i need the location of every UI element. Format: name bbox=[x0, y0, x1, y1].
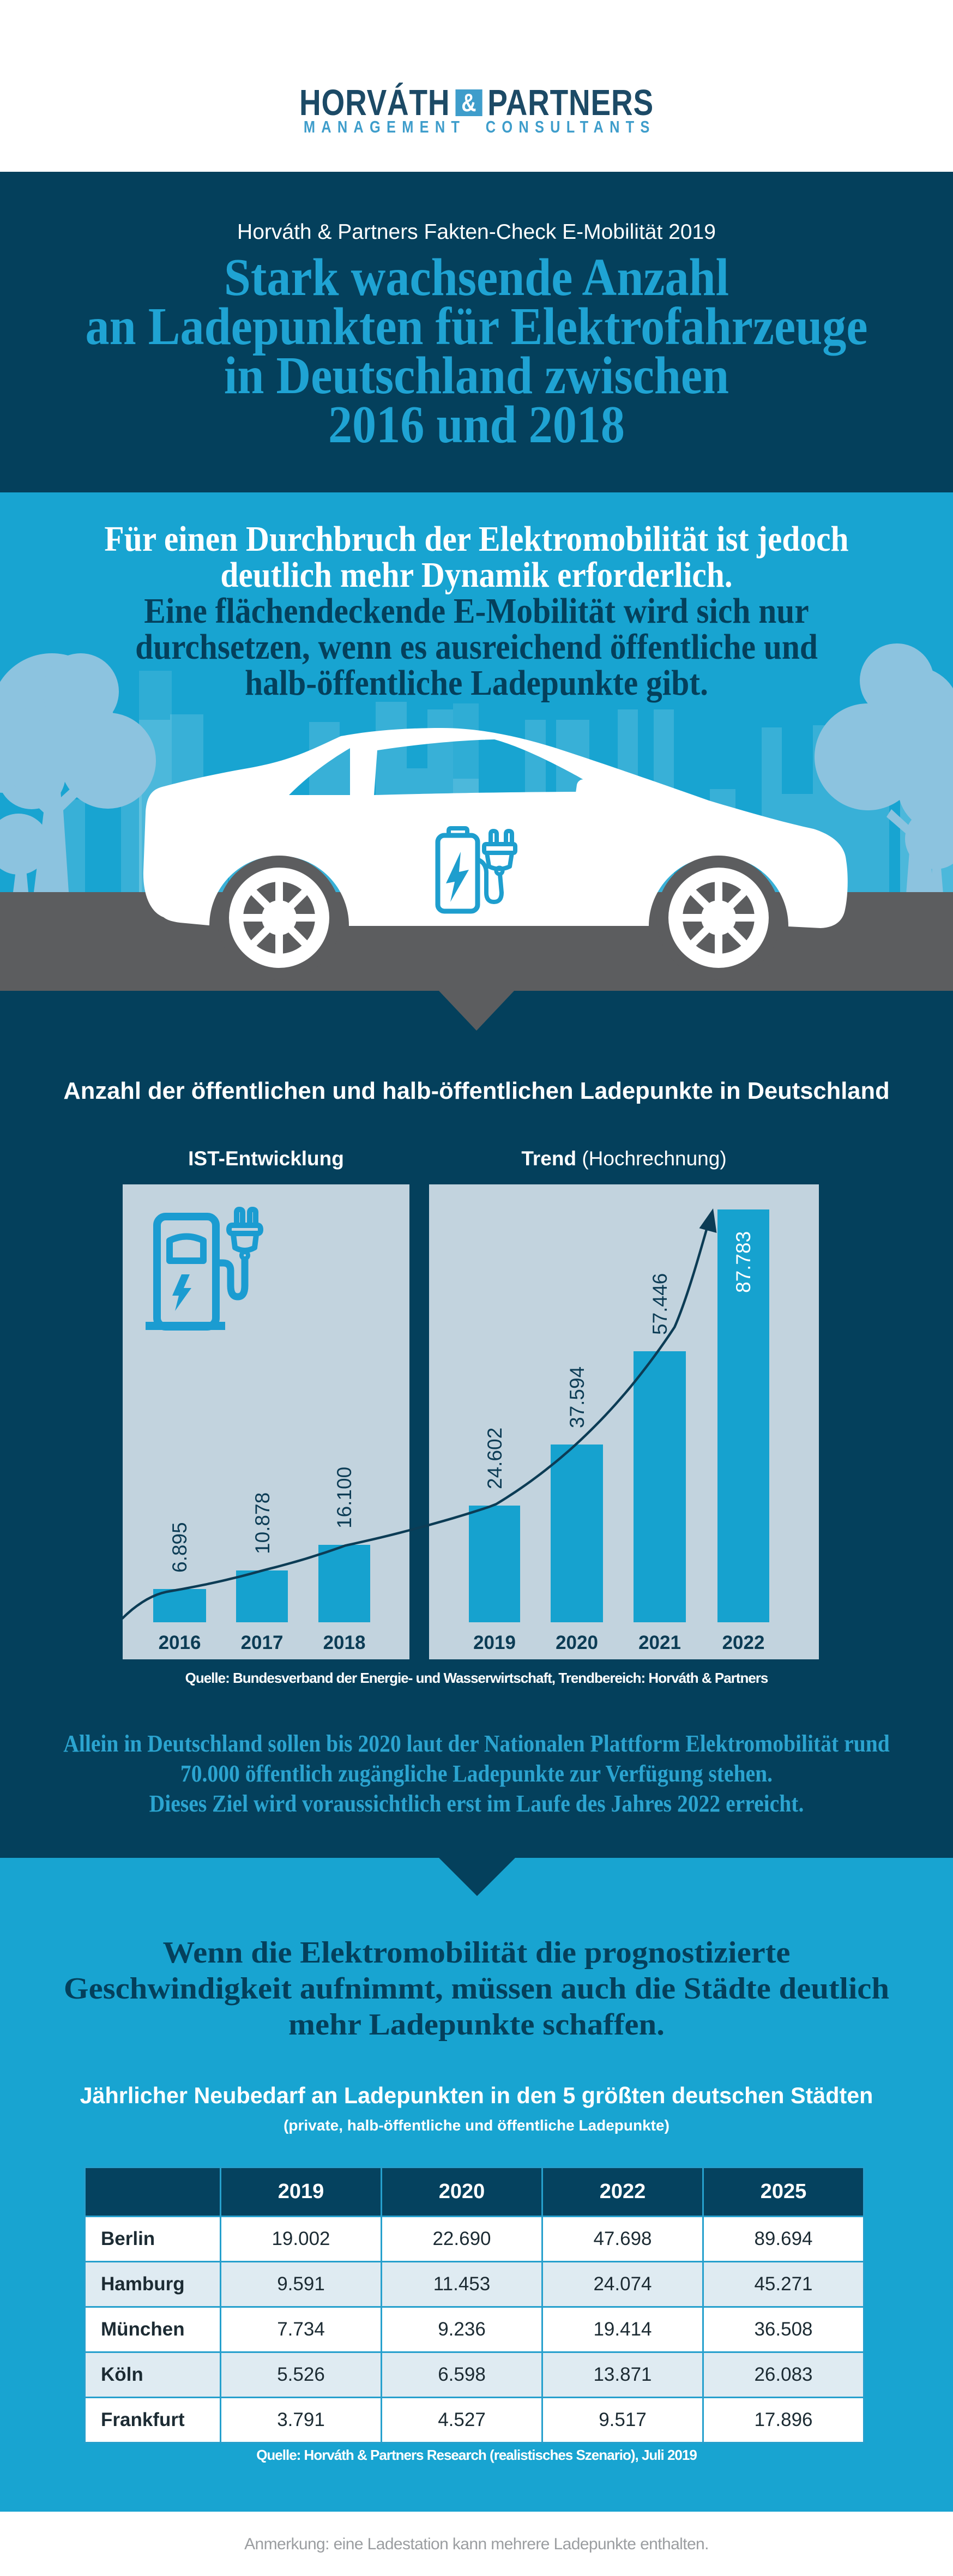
svg-text:2016: 2016 bbox=[159, 1632, 201, 1653]
svg-text:2022: 2022 bbox=[722, 1632, 765, 1653]
svg-text:2021: 2021 bbox=[638, 1632, 681, 1653]
svg-text:37.594: 37.594 bbox=[566, 1367, 588, 1428]
svg-text:2018: 2018 bbox=[323, 1632, 366, 1653]
svg-text:57.446: 57.446 bbox=[649, 1273, 671, 1335]
svg-text:87.783: 87.783 bbox=[732, 1231, 755, 1293]
svg-text:10.878: 10.878 bbox=[251, 1492, 274, 1554]
svg-text:6.895: 6.895 bbox=[168, 1522, 191, 1573]
svg-text:2020: 2020 bbox=[556, 1632, 598, 1653]
svg-text:24.602: 24.602 bbox=[484, 1428, 506, 1489]
svg-text:2019: 2019 bbox=[473, 1632, 516, 1653]
svg-text:16.100: 16.100 bbox=[333, 1467, 355, 1528]
svg-text:2017: 2017 bbox=[241, 1632, 284, 1653]
